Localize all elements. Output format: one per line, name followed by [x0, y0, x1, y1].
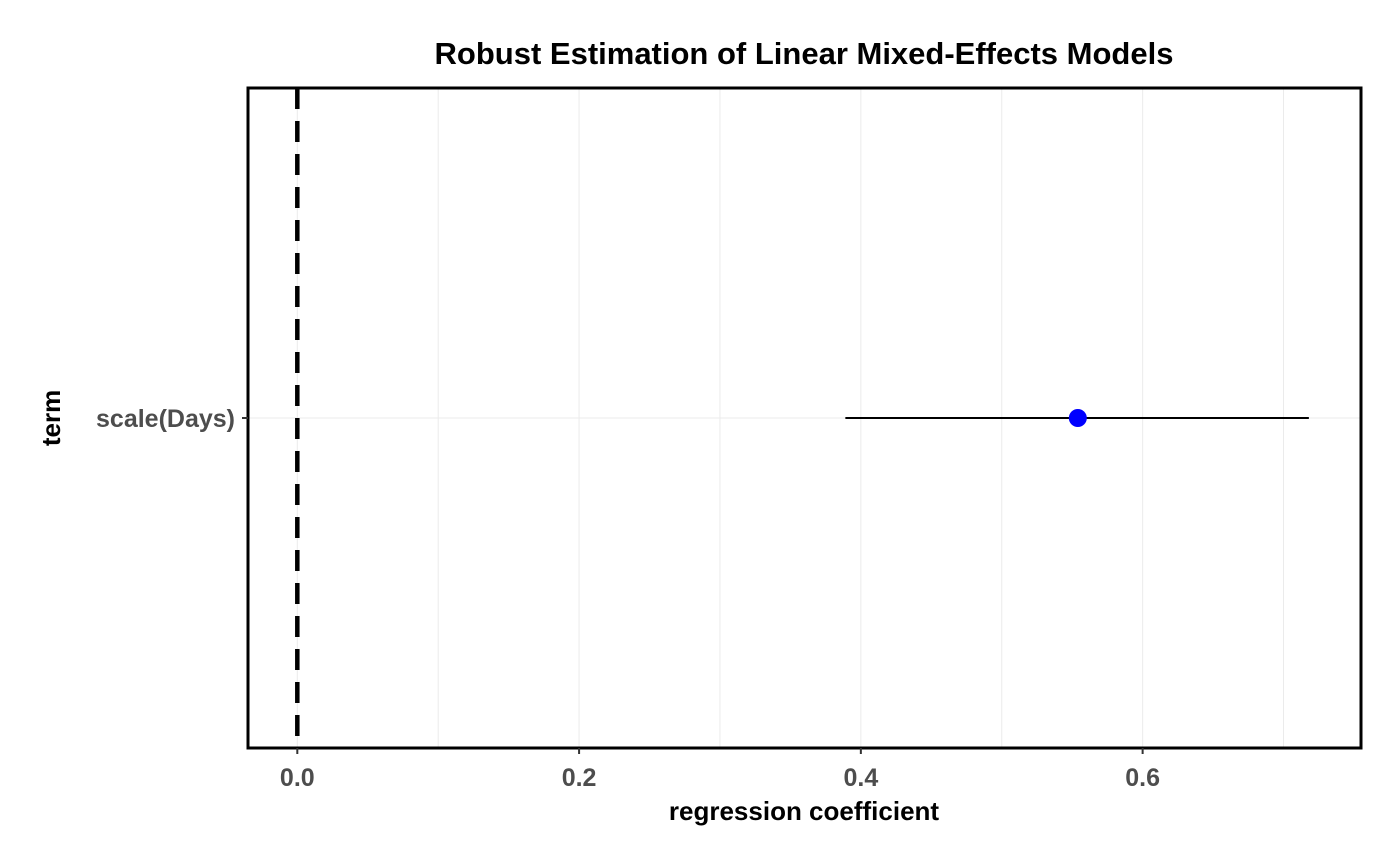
y-tick-label: scale(Days) [96, 405, 235, 433]
x-tick-label: 0.4 [843, 764, 878, 792]
x-tick-label: 0.6 [1125, 764, 1160, 792]
data-marks [845, 409, 1309, 427]
y-axis-ticks: scale(Days) [96, 405, 248, 433]
y-axis-title: term [36, 390, 66, 446]
x-tick-label: 0.2 [562, 764, 597, 792]
chart-title: Robust Estimation of Linear Mixed-Effect… [435, 36, 1174, 71]
x-tick-label: 0.0 [280, 764, 315, 792]
point-estimate [1068, 409, 1087, 427]
x-axis-ticks: 0.0 0.2 0.4 0.6 [280, 748, 1160, 792]
x-axis-title: regression coefficient [669, 796, 940, 826]
